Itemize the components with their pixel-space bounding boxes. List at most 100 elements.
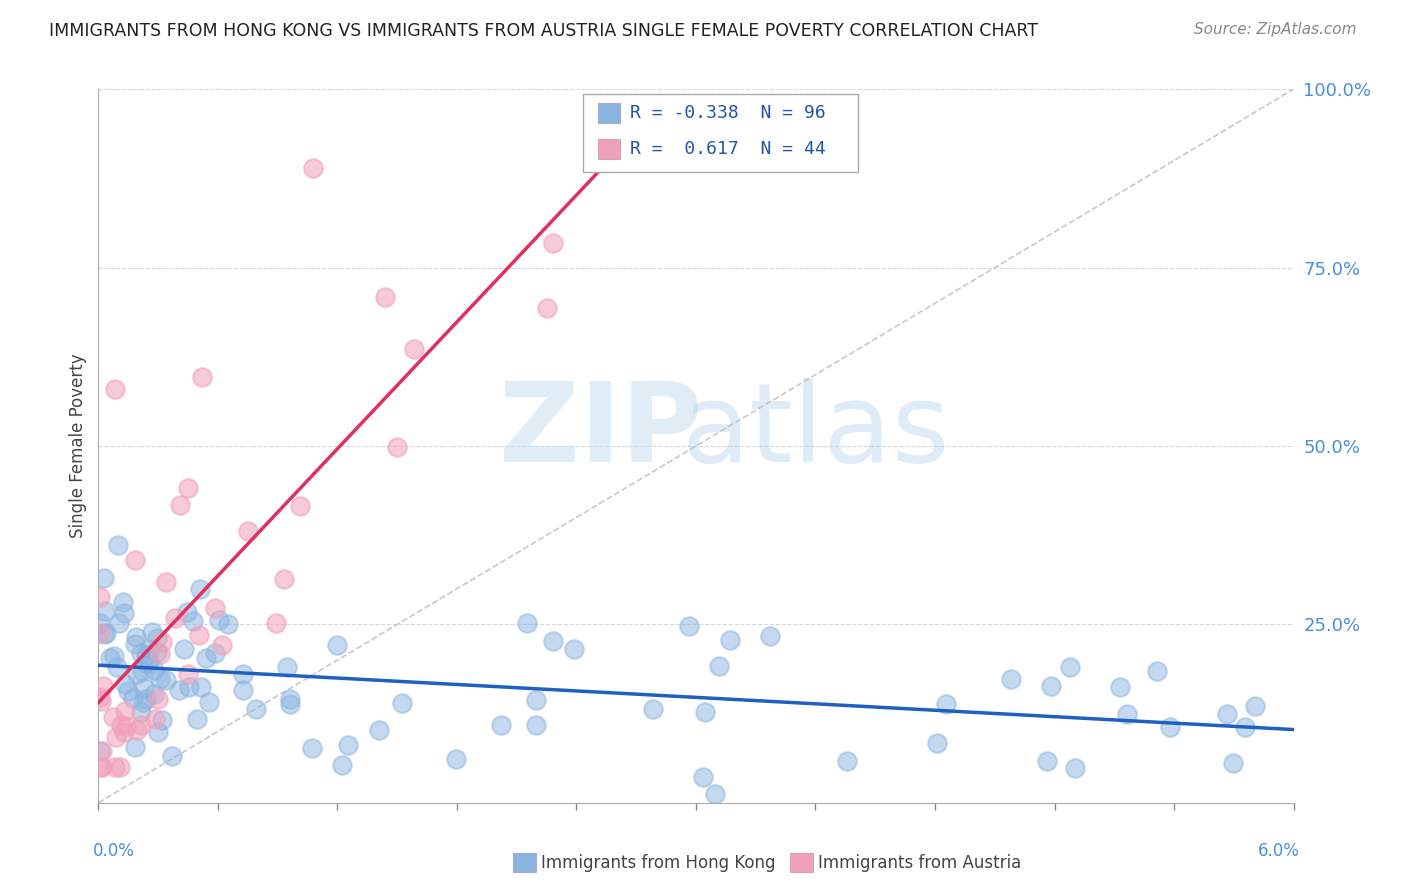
Point <box>1039 679 1062 693</box>
Point <box>177 680 200 694</box>
Point <box>108 760 131 774</box>
Point <box>276 660 298 674</box>
Point <box>142 687 165 701</box>
Point <box>516 615 538 630</box>
Point <box>402 342 425 356</box>
Point <box>330 758 353 772</box>
Text: Immigrants from Austria: Immigrants from Austria <box>818 854 1022 871</box>
Point <box>90 694 112 708</box>
Point <box>124 630 146 644</box>
Point <box>110 718 132 732</box>
Point <box>543 634 565 648</box>
Point <box>176 605 198 619</box>
Point <box>139 642 162 657</box>
Point <box>678 619 700 633</box>
Point <box>1036 754 1059 768</box>
Point <box>146 725 169 739</box>
Point <box>138 655 160 669</box>
Point <box>1146 664 1168 678</box>
Point <box>695 705 717 719</box>
Point <box>150 713 173 727</box>
Point <box>163 611 186 625</box>
Point <box>91 760 114 774</box>
Point <box>217 616 239 631</box>
Point <box>125 666 148 681</box>
Point <box>1244 699 1267 714</box>
Point <box>146 632 169 646</box>
Point <box>704 787 727 801</box>
Point <box>124 553 146 567</box>
Point <box>146 692 169 706</box>
Point <box>204 646 226 660</box>
Point <box>204 600 226 615</box>
Point <box>718 633 741 648</box>
Y-axis label: Single Female Poverty: Single Female Poverty <box>69 354 87 538</box>
Text: 0.0%: 0.0% <box>93 842 135 860</box>
Point <box>302 161 325 175</box>
Point <box>114 677 136 691</box>
Point <box>326 638 349 652</box>
Point <box>129 646 152 660</box>
Point <box>136 657 159 672</box>
Point <box>232 667 254 681</box>
Point <box>94 625 117 640</box>
Point <box>122 690 145 705</box>
Point <box>1000 673 1022 687</box>
Point <box>177 481 200 495</box>
Point <box>837 754 859 768</box>
Text: R = -0.338  N = 96: R = -0.338 N = 96 <box>630 104 825 122</box>
Point <box>1059 660 1081 674</box>
Point <box>105 660 128 674</box>
Point <box>208 613 231 627</box>
Point <box>89 591 111 605</box>
Text: atlas: atlas <box>682 378 949 485</box>
Point <box>278 697 301 711</box>
Point <box>141 624 163 639</box>
Point <box>759 630 782 644</box>
Point <box>146 645 169 659</box>
Point <box>131 664 153 678</box>
Point <box>385 440 408 454</box>
Point <box>104 382 127 396</box>
Point <box>186 712 208 726</box>
Text: 6.0%: 6.0% <box>1257 842 1299 860</box>
Point <box>709 658 731 673</box>
Point <box>236 524 259 538</box>
Point <box>1233 720 1256 734</box>
Text: R =  0.617  N = 44: R = 0.617 N = 44 <box>630 140 825 158</box>
Point <box>266 615 288 630</box>
Point <box>1108 680 1130 694</box>
Point <box>188 582 211 597</box>
Point <box>155 574 177 589</box>
Point <box>541 236 564 251</box>
Point <box>104 760 127 774</box>
Point <box>1216 706 1239 721</box>
Point <box>190 680 212 694</box>
Point <box>105 730 128 744</box>
Point <box>115 719 138 733</box>
Point <box>129 718 152 732</box>
Point <box>288 500 311 514</box>
Point <box>91 680 114 694</box>
Point <box>117 683 139 698</box>
Point <box>103 649 125 664</box>
Text: Immigrants from Hong Kong: Immigrants from Hong Kong <box>541 854 776 871</box>
Point <box>211 638 233 652</box>
Point <box>641 701 664 715</box>
Point <box>169 499 191 513</box>
Point <box>149 673 172 687</box>
Point <box>616 148 638 162</box>
Point <box>112 606 135 620</box>
Point <box>444 752 467 766</box>
Point <box>127 723 149 737</box>
Point <box>89 690 111 705</box>
Point <box>524 718 547 732</box>
Point <box>374 290 396 304</box>
Point <box>336 738 359 752</box>
Point <box>368 723 391 737</box>
Point <box>132 695 155 709</box>
Point <box>489 717 512 731</box>
Point <box>183 614 205 628</box>
Text: IMMIGRANTS FROM HONG KONG VS IMMIGRANTS FROM AUSTRIA SINGLE FEMALE POVERTY CORRE: IMMIGRANTS FROM HONG KONG VS IMMIGRANTS … <box>49 22 1038 40</box>
Point <box>536 301 558 316</box>
